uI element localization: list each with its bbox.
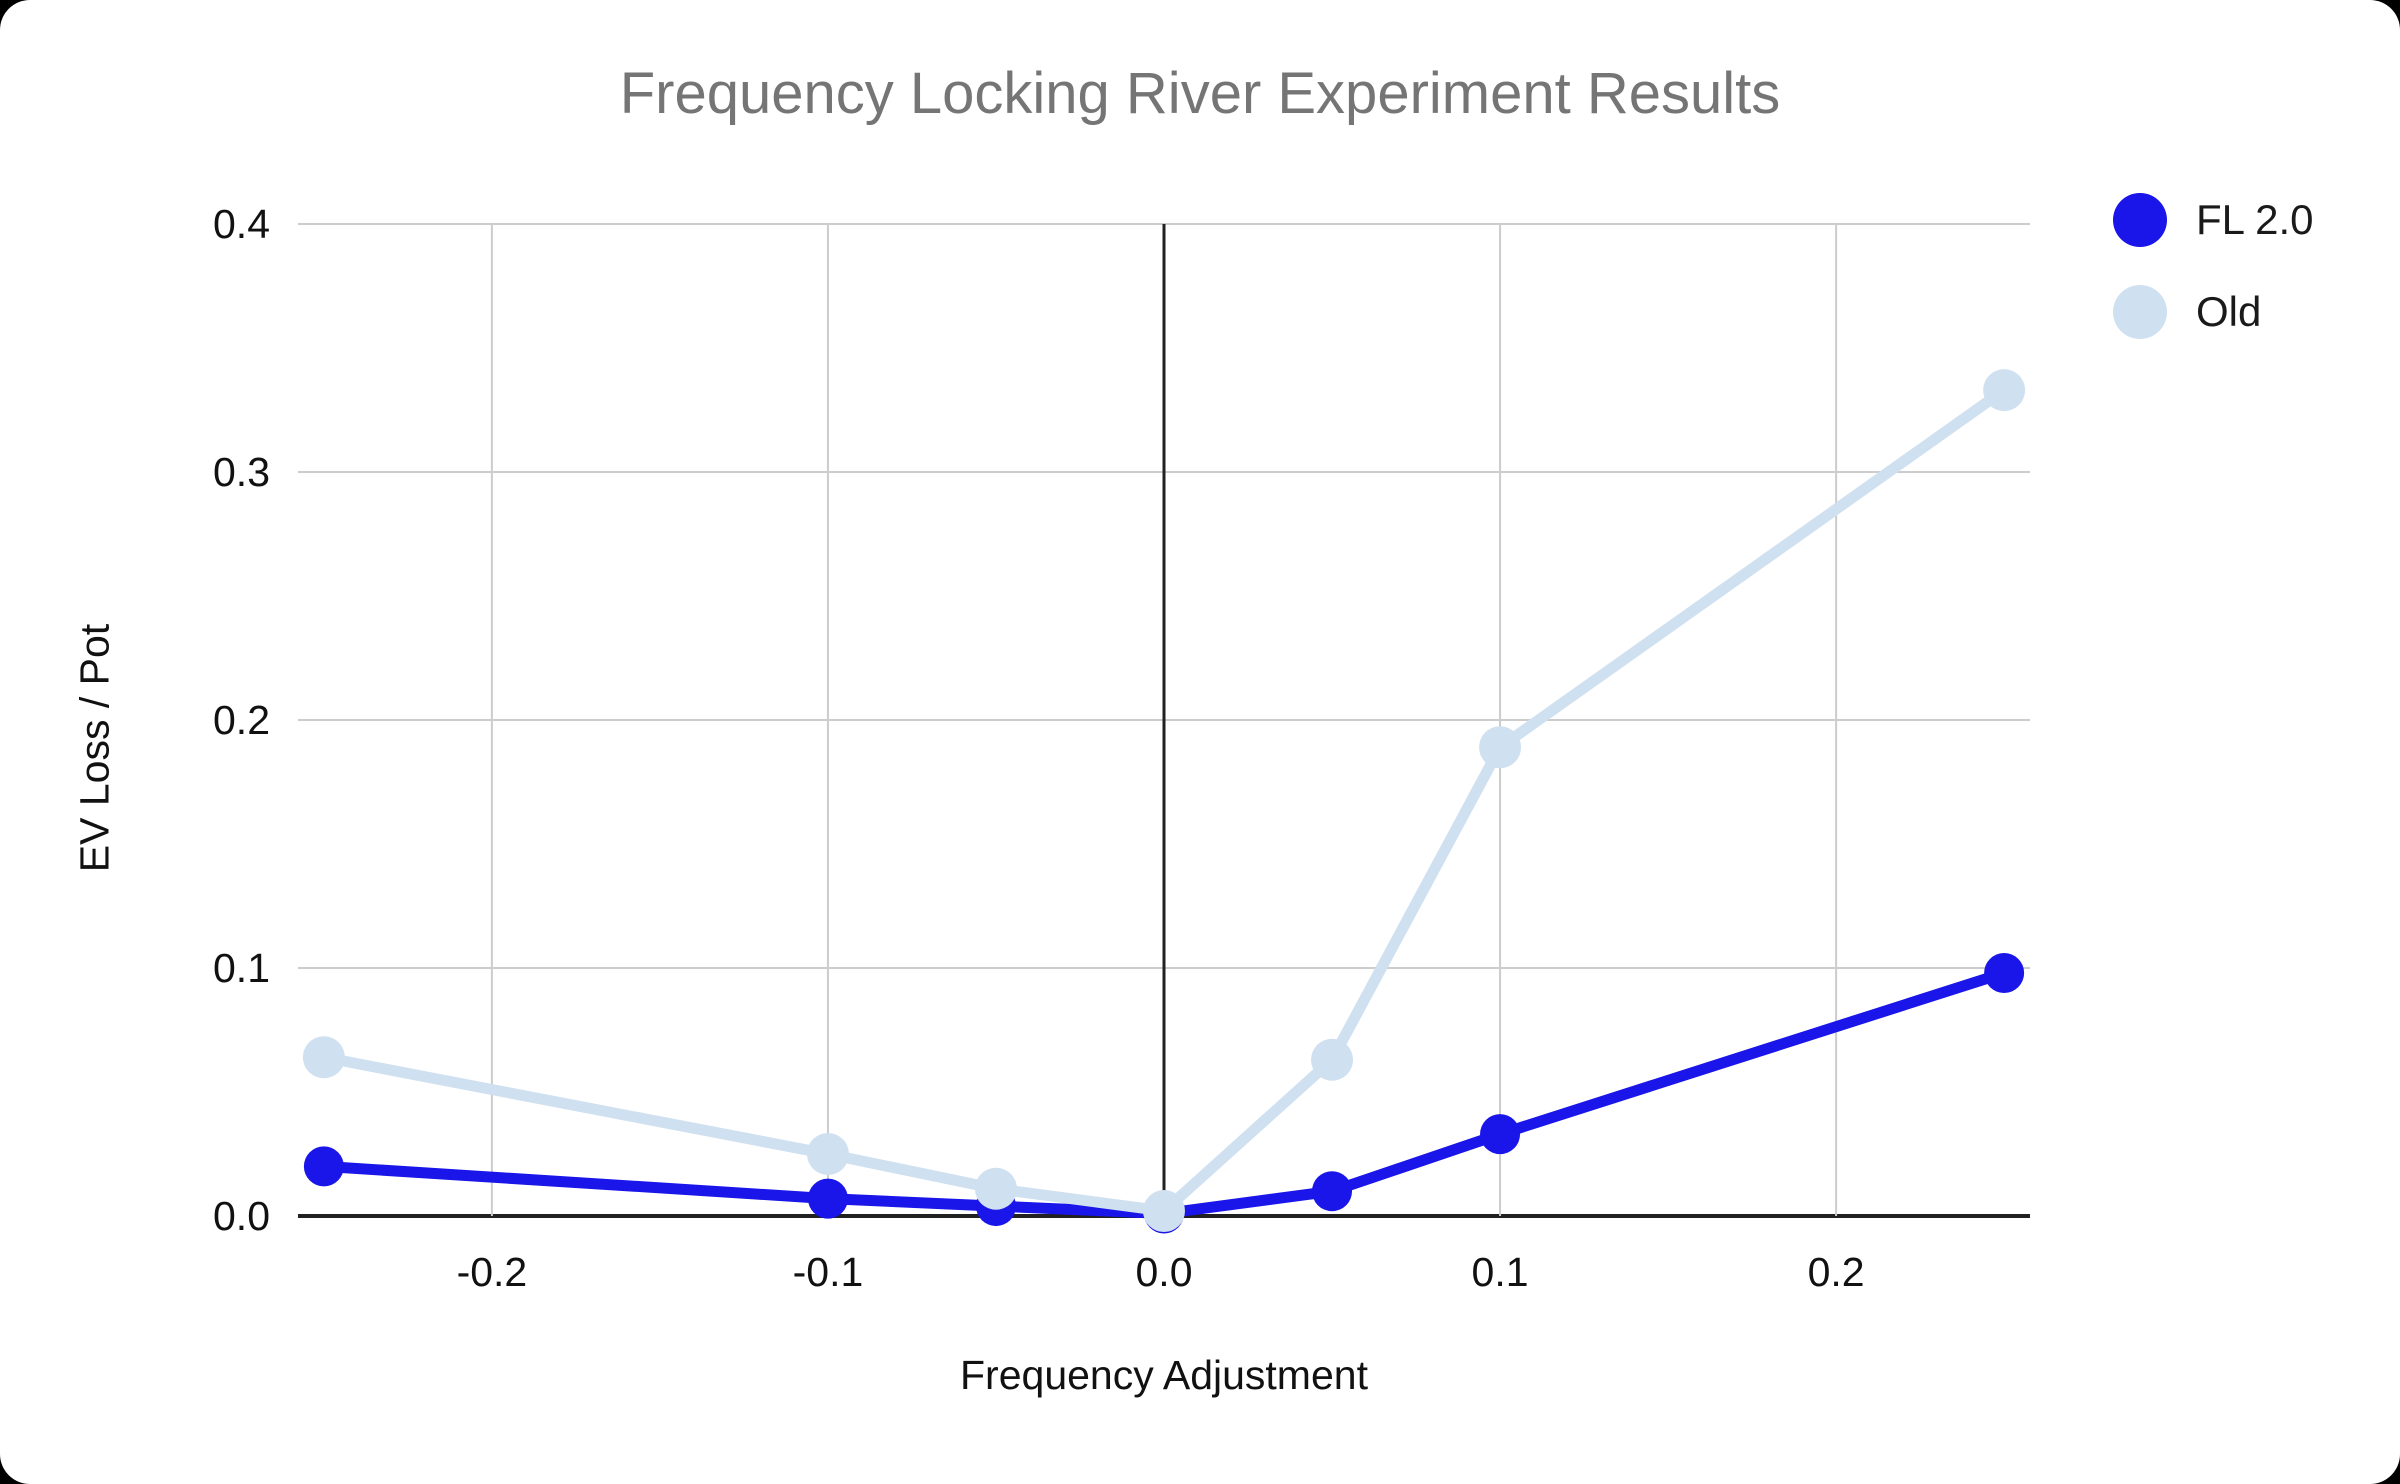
y-tick-label: 0.4	[213, 201, 270, 247]
legend: FL 2.0 Old	[2112, 192, 2314, 340]
data-point	[1480, 1114, 1521, 1155]
data-point	[1983, 369, 2026, 412]
legend-label-fl2: FL 2.0	[2196, 196, 2314, 243]
x-tick-label: 0.1	[1472, 1249, 1529, 1295]
legend-label-old: Old	[2196, 288, 2262, 335]
legend-item-fl2: FL 2.0	[2112, 192, 2314, 248]
x-tick-label: 0.0	[1136, 1249, 1193, 1295]
legend-swatch-fl2	[2113, 193, 2167, 247]
y-tick-label: 0.2	[213, 697, 270, 743]
data-point	[303, 1146, 344, 1187]
x-tick-label: 0.2	[1808, 1249, 1865, 1295]
y-axis-title: EV Loss / Pot	[71, 623, 118, 873]
chart-title: Frequency Locking River Experiment Resul…	[619, 61, 1781, 126]
legend-dot-icon	[2113, 285, 2167, 339]
data-point	[806, 1133, 849, 1175]
data-point	[1479, 726, 1522, 769]
x-tick-label: -0.1	[793, 1249, 864, 1295]
data-point	[1984, 952, 2025, 993]
legend-dot-icon	[2113, 193, 2167, 247]
y-tick-label: 0.1	[213, 945, 270, 991]
x-axis-title: Frequency Adjustment	[960, 1352, 1368, 1398]
x-tick-label: -0.2	[457, 1249, 528, 1295]
data-point	[1312, 1171, 1353, 1212]
y-tick-label: 0.0	[213, 1193, 270, 1239]
legend-item-old: Old	[2112, 284, 2314, 340]
data-point	[974, 1167, 1017, 1210]
legend-swatch-old	[2113, 285, 2167, 339]
data-point	[1143, 1190, 1185, 1233]
data-point	[302, 1036, 345, 1079]
data-point	[1311, 1038, 1354, 1081]
data-point	[807, 1178, 848, 1219]
y-tick-label: 0.3	[213, 449, 270, 495]
